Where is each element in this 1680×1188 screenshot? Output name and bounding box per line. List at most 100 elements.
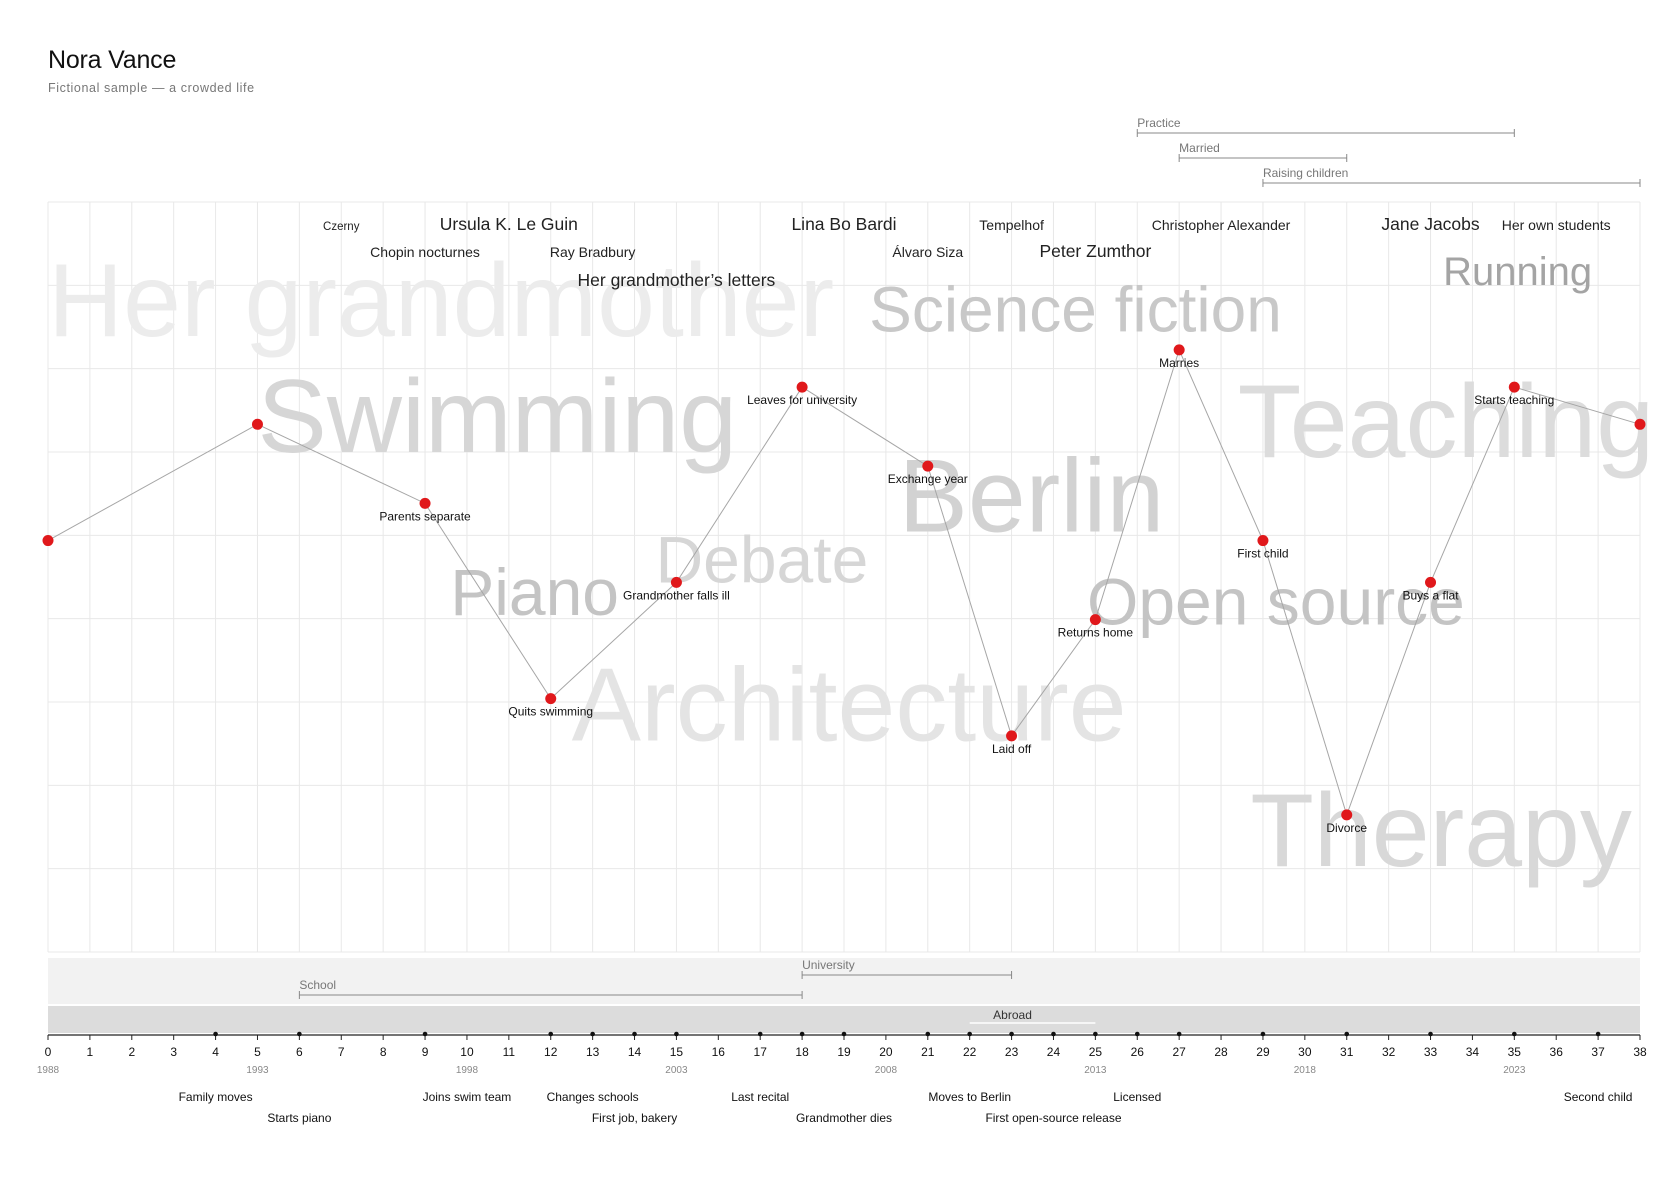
- mood-point-label: Laid off: [992, 742, 1032, 756]
- abroad-label: Abroad: [993, 1008, 1032, 1022]
- age-tick-label: 25: [1089, 1045, 1103, 1059]
- event-marker: [841, 1031, 847, 1037]
- event-marker: [1428, 1031, 1433, 1037]
- interest-word: Architecture: [572, 648, 1127, 764]
- mood-point-label: Starts teaching: [1474, 393, 1554, 407]
- influence-label: Lina Bo Bardi: [791, 214, 896, 234]
- mood-point[interactable]: [1341, 809, 1353, 821]
- year-tick-label: 2008: [875, 1065, 898, 1076]
- event-label: Joins swim team: [423, 1090, 512, 1104]
- interest-word: Debate: [655, 522, 868, 596]
- event-marker: [1595, 1031, 1601, 1037]
- age-tick-label: 18: [795, 1045, 809, 1059]
- event-label: Last recital: [731, 1090, 789, 1104]
- influences-layer: Czerny Ursula K. Le Guin Chopin nocturnes R…: [323, 214, 1611, 290]
- mood-point[interactable]: [1089, 614, 1101, 626]
- age-tick-label: 20: [879, 1045, 893, 1059]
- age-tick-label: 14: [628, 1045, 642, 1059]
- event-label: Changes schools: [547, 1090, 639, 1104]
- life-periods-top: Practice Married Raising children: [1136, 116, 1641, 187]
- event-marker: [799, 1031, 805, 1037]
- event-marker: [1176, 1031, 1182, 1037]
- interest-word: Running: [1443, 250, 1592, 294]
- age-tick-label: 15: [670, 1045, 684, 1059]
- chart-title: Nora Vance: [48, 46, 177, 74]
- age-tick-label: 8: [380, 1045, 387, 1059]
- interest-word: Science fiction: [869, 273, 1282, 345]
- event-marker: [213, 1031, 218, 1037]
- year-tick-label: 1988: [37, 1065, 60, 1076]
- age-tick-label: 12: [544, 1045, 558, 1059]
- chart-subtitle: Fictional sample — a crowded life: [48, 81, 255, 95]
- age-tick-label: 37: [1591, 1045, 1605, 1059]
- mood-point-label: Returns home: [1058, 626, 1134, 640]
- interest-word: Her grandmother: [48, 243, 834, 359]
- age-tick-label: 27: [1172, 1045, 1186, 1059]
- age-tick-label: 35: [1508, 1045, 1522, 1059]
- mood-point[interactable]: [42, 535, 54, 547]
- event-marker: [590, 1031, 595, 1037]
- age-tick-label: 3: [170, 1045, 177, 1059]
- mood-point[interactable]: [1425, 576, 1437, 588]
- event-marker: [297, 1031, 302, 1037]
- age-tick-label: 32: [1382, 1045, 1396, 1059]
- age-tick-label: 7: [338, 1045, 345, 1059]
- age-tick-label: 31: [1340, 1045, 1354, 1059]
- mood-point[interactable]: [419, 497, 431, 509]
- age-tick-label: 38: [1633, 1045, 1647, 1059]
- event-label: Licensed: [1113, 1090, 1161, 1104]
- event-marker: [1260, 1031, 1266, 1037]
- year-tick-label: 1993: [246, 1065, 269, 1076]
- events-layer: Family moves Starts piano Joins swim team C…: [179, 1090, 1633, 1125]
- age-axis: 0 1 2 3 4 5 6 7 8 9 10 11 12 13 14 15 16 17 18 19 20 21 22 23 24…: [37, 1031, 1647, 1076]
- event-label: Second child: [1564, 1090, 1633, 1104]
- mood-point-label: Quits swimming: [508, 705, 593, 719]
- mood-point[interactable]: [1508, 381, 1520, 393]
- event-label: Family moves: [179, 1090, 253, 1104]
- age-tick-label: 11: [503, 1045, 516, 1059]
- bottom-bands: University School Abroad: [48, 958, 1640, 1033]
- mood-point[interactable]: [1257, 535, 1269, 547]
- year-tick-label: 2018: [1294, 1065, 1317, 1076]
- event-marker: [757, 1031, 763, 1037]
- chart-header: Nora Vance Fictional sample — a crowded …: [48, 46, 255, 95]
- influence-label: Jane Jacobs: [1381, 214, 1480, 234]
- event-label: First job, bakery: [592, 1111, 677, 1125]
- age-tick-label: 10: [460, 1045, 474, 1059]
- age-tick-label: 30: [1298, 1045, 1312, 1059]
- period-label: Practice: [1137, 116, 1181, 130]
- mood-point-label: Exchange year: [888, 472, 968, 486]
- mood-point[interactable]: [1173, 344, 1185, 356]
- mood-point-label: Marries: [1159, 356, 1199, 370]
- year-tick-label: 1998: [456, 1065, 479, 1076]
- influence-label: Czerny: [323, 221, 360, 233]
- mood-point[interactable]: [922, 460, 934, 472]
- age-tick-label: 16: [712, 1045, 726, 1059]
- mood-point[interactable]: [1006, 730, 1018, 742]
- event-label: First open-source release: [985, 1111, 1121, 1125]
- age-tick-label: 29: [1256, 1045, 1270, 1059]
- event-marker: [1344, 1031, 1350, 1037]
- age-tick-label: 17: [754, 1045, 768, 1059]
- mood-point-label: Divorce: [1326, 821, 1367, 835]
- influence-label: Chopin nocturnes: [370, 244, 480, 260]
- event-marker: [1009, 1031, 1014, 1037]
- event-marker: [1093, 1031, 1098, 1037]
- mood-point[interactable]: [1634, 418, 1646, 430]
- mood-point[interactable]: [796, 381, 808, 393]
- interest-word: Open source: [1087, 564, 1465, 638]
- influence-label: Ray Bradbury: [550, 244, 636, 260]
- period-label: Married: [1179, 141, 1220, 155]
- period-label: Raising children: [1263, 166, 1348, 180]
- influence-label: Christopher Alexander: [1152, 217, 1291, 233]
- mood-point[interactable]: [670, 576, 682, 588]
- mood-point[interactable]: [545, 693, 557, 705]
- mood-point[interactable]: [251, 418, 263, 430]
- event-marker: [967, 1031, 972, 1037]
- age-tick-label: 28: [1214, 1045, 1228, 1059]
- interest-word: Therapy: [1250, 773, 1632, 889]
- mood-point-label: Leaves for university: [747, 393, 857, 407]
- age-tick-label: 0: [45, 1045, 52, 1059]
